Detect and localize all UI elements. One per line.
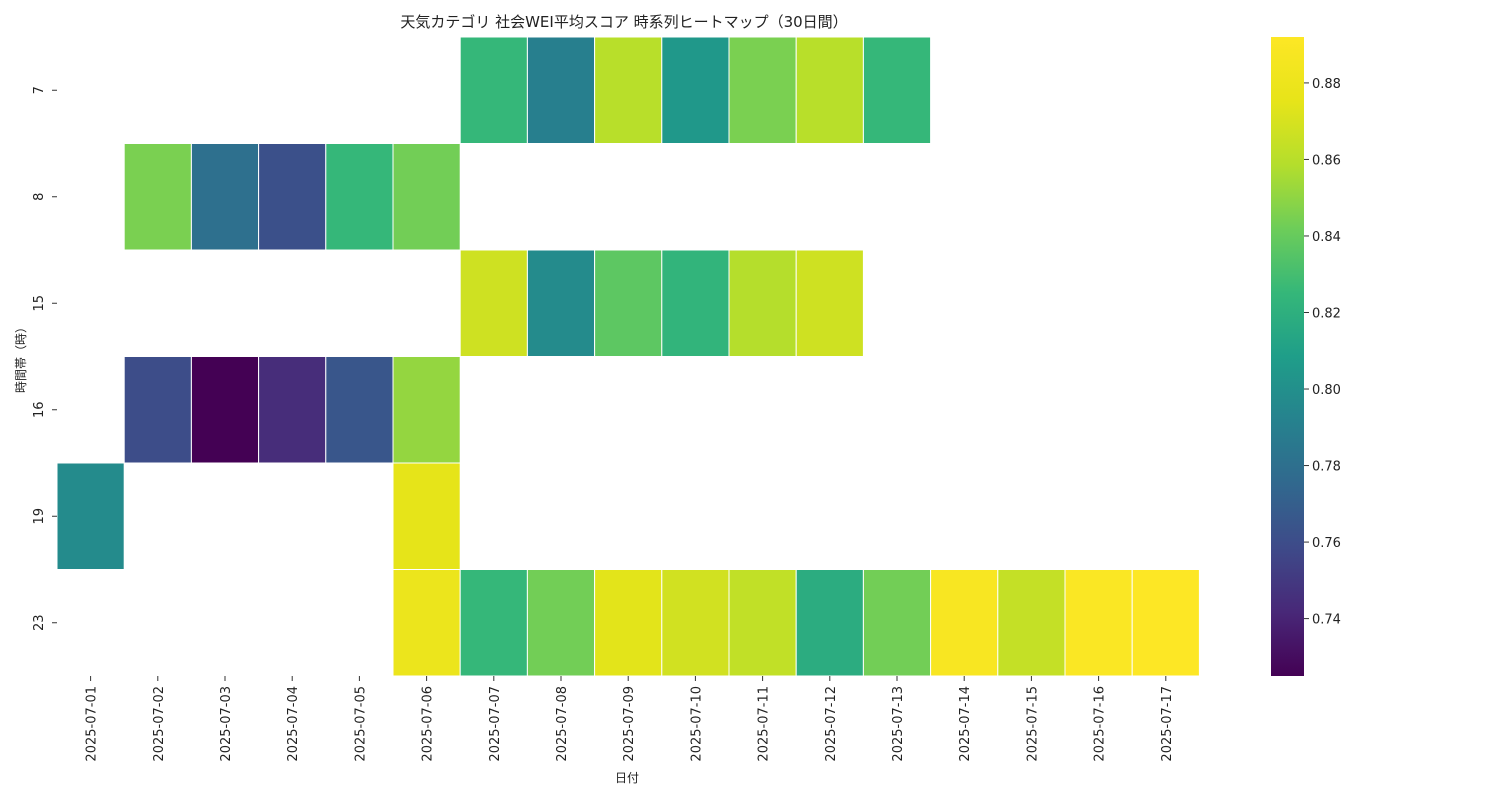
x-tick-label: 2025-07-01	[85, 686, 100, 762]
x-tick-label: 2025-07-11	[757, 686, 772, 762]
heatmap-cell	[1131, 569, 1200, 677]
heatmap-cell	[123, 356, 192, 464]
x-tick-label: 2025-07-07	[488, 686, 503, 762]
heatmap-cell	[459, 569, 528, 677]
heatmap-cell	[728, 249, 797, 357]
x-tick-label: 2025-07-14	[958, 686, 973, 762]
heatmap-cell	[258, 143, 327, 251]
heatmap-cell	[728, 36, 797, 144]
heatmap-cell	[728, 569, 797, 677]
colorbar-tick-label: 0.86	[1312, 153, 1341, 168]
heatmap-cell	[392, 569, 461, 677]
colorbar-tick-label: 0.80	[1312, 383, 1341, 398]
x-axis-label: 日付	[615, 771, 639, 785]
colorbar-tick-label: 0.84	[1312, 230, 1341, 245]
colorbar-tick-label: 0.88	[1312, 77, 1341, 92]
heatmap-cell	[862, 569, 932, 677]
heatmap-cell	[661, 569, 730, 677]
x-tick-label: 2025-07-13	[891, 686, 906, 762]
heatmap-cell	[56, 462, 125, 570]
x-tick-label: 2025-07-17	[1160, 686, 1175, 762]
x-tick-label: 2025-07-04	[286, 686, 301, 762]
heatmap-cell	[190, 356, 260, 464]
y-tick-label: 7	[32, 86, 47, 94]
heatmap-cell	[123, 143, 192, 251]
colorbar-tick-label: 0.78	[1312, 460, 1341, 475]
heatmap-cell	[392, 356, 461, 464]
heatmap-cell	[661, 36, 730, 144]
y-tick-label: 16	[32, 401, 47, 418]
heatmap-cell	[862, 36, 932, 144]
heatmap-cell	[930, 569, 999, 677]
heatmap-cell	[392, 143, 461, 251]
y-axis-label: 時間帯（時）	[14, 321, 28, 393]
y-tick-label: 19	[32, 508, 47, 525]
heatmap-cell	[661, 249, 730, 357]
x-tick-label: 2025-07-16	[1093, 686, 1108, 762]
heatmap-cells	[56, 36, 1200, 677]
x-tick-label: 2025-07-15	[1025, 686, 1040, 762]
colorbar-tick-label: 0.74	[1312, 613, 1341, 628]
heatmap-cell	[795, 36, 864, 144]
heatmap-cell	[526, 569, 596, 677]
heatmap-cell	[594, 36, 663, 144]
heatmap-cell	[594, 569, 663, 677]
x-tick-label: 2025-07-02	[152, 686, 167, 762]
heatmap-cell	[526, 36, 596, 144]
y-tick-label: 8	[32, 193, 47, 201]
y-tick-label: 15	[32, 295, 47, 312]
x-tick-label: 2025-07-03	[219, 686, 234, 762]
heatmap-cell	[459, 249, 528, 357]
x-axis-ticks: 2025-07-01 2025-07-02 2025-07-03 2025-07-04…	[85, 676, 1175, 762]
colorbar: 0.74 0.76 0.78 0.80 0.82 0.84 0.86 0.88	[1271, 37, 1341, 676]
heatmap-cell	[325, 356, 394, 464]
x-tick-label: 2025-07-06	[421, 686, 436, 762]
heatmap-cell	[795, 569, 864, 677]
x-tick-label: 2025-07-08	[555, 686, 570, 762]
y-axis-ticks: 7 8 15 16 19 23	[32, 86, 57, 631]
heatmap-cell	[325, 143, 394, 251]
x-tick-label: 2025-07-12	[824, 686, 839, 762]
heatmap-cell	[795, 249, 864, 357]
heatmap-cell	[997, 569, 1066, 677]
heatmap-cell	[258, 356, 327, 464]
heatmap-cell	[459, 36, 528, 144]
heatmap-cell	[594, 249, 663, 357]
colorbar-tick-label: 0.82	[1312, 306, 1341, 321]
y-tick-label: 23	[32, 614, 47, 631]
chart-title: 天気カテゴリ 社会WEI平均スコア 時系列ヒートマップ（30日間）	[400, 13, 847, 31]
heatmap-cell	[392, 462, 461, 570]
x-tick-label: 2025-07-10	[689, 686, 704, 762]
heatmap-cell	[526, 249, 596, 357]
x-tick-label: 2025-07-05	[353, 686, 368, 762]
heatmap-cell	[1064, 569, 1133, 677]
colorbar-gradient	[1271, 37, 1304, 676]
colorbar-tick-label: 0.76	[1312, 536, 1341, 551]
heatmap-cell	[190, 143, 260, 251]
x-tick-label: 2025-07-09	[622, 686, 637, 762]
